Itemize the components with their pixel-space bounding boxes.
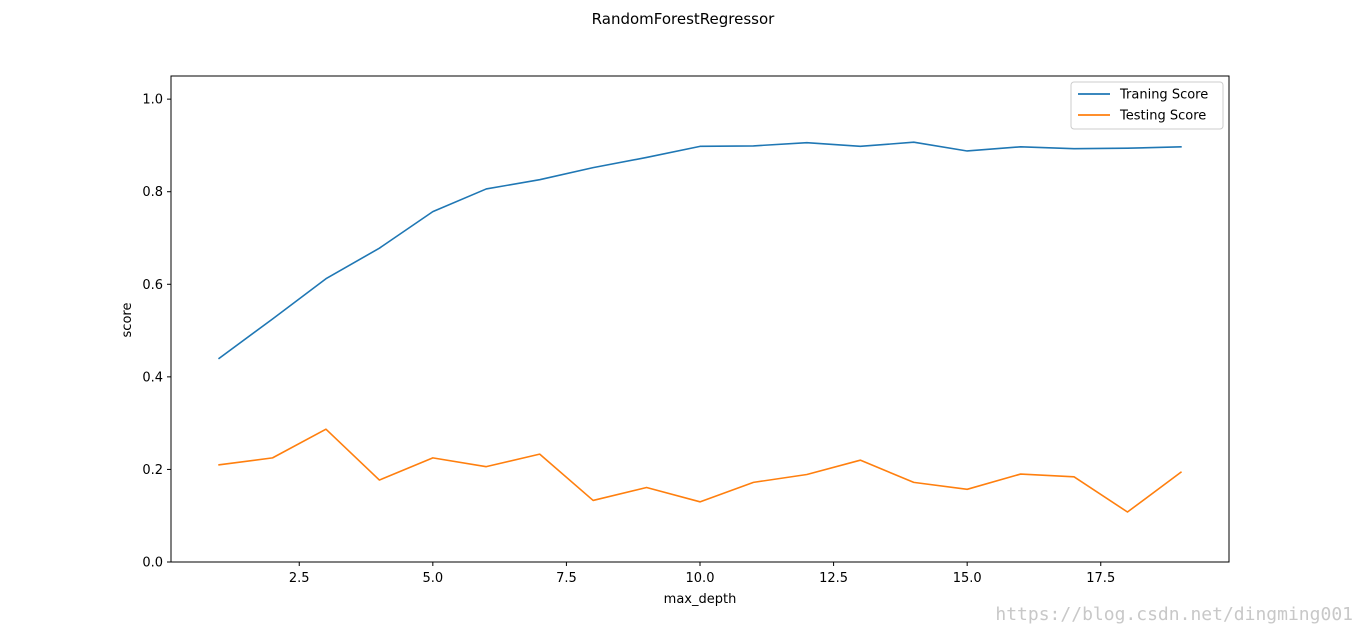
watermark-text: https://blog.csdn.net/dingming001 [995,604,1353,625]
legend-label: Traning Score [1119,88,1208,103]
y-tick-label: 1.0 [142,93,163,108]
x-axis: 2.5 5.0 7.5 10.0 12.5 15.0 17.5 [289,562,1115,586]
y-tick-label: 0.8 [142,185,163,200]
series-line-testing [218,428,1183,513]
plot-area [170,75,1230,563]
y-tick-label: 0.2 [142,463,163,478]
legend-label: Testing Score [1119,109,1206,124]
x-axis-label: max_depth [664,592,737,607]
x-tick-label: 10.0 [686,571,715,586]
x-tick-label: 17.5 [1086,571,1115,586]
y-tick-label: 0.6 [142,278,163,293]
y-axis: 0.0 0.2 0.4 0.6 0.8 1.0 [142,93,171,571]
legend: Traning Score Testing Score [1070,81,1224,130]
series-line-training [217,141,1182,360]
series-group [217,141,1183,513]
x-tick-label: 2.5 [289,571,310,586]
y-axis-label: score [120,303,135,338]
x-tick-label: 7.5 [556,571,577,586]
x-tick-label: 15.0 [953,571,982,586]
y-tick-label: 0.4 [142,370,163,385]
x-tick-label: 12.5 [819,571,848,586]
x-tick-label: 5.0 [422,571,443,586]
chart-title: RandomForestRegressor [592,10,776,28]
y-tick-label: 0.0 [142,556,163,571]
